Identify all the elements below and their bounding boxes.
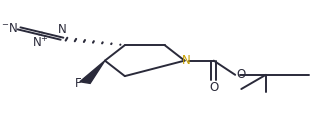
Text: O: O bbox=[209, 81, 218, 94]
Text: N: N bbox=[58, 23, 67, 36]
Text: N$^{+}$: N$^{+}$ bbox=[32, 35, 49, 51]
Text: $^{-}$N: $^{-}$N bbox=[1, 22, 18, 35]
Text: N: N bbox=[182, 54, 190, 67]
Polygon shape bbox=[80, 61, 105, 83]
Text: F: F bbox=[75, 77, 82, 90]
Text: O: O bbox=[237, 68, 246, 81]
